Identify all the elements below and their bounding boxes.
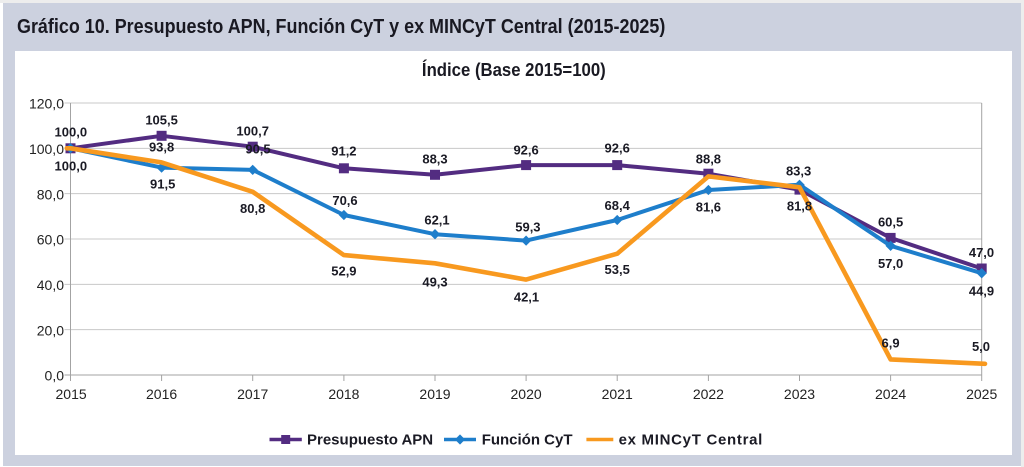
svg-text:91,5: 91,5 [150,177,175,192]
svg-text:42,1: 42,1 [514,290,539,305]
svg-text:80,8: 80,8 [240,201,265,216]
svg-text:2019: 2019 [419,386,450,402]
svg-text:53,5: 53,5 [605,262,630,277]
svg-text:100,0: 100,0 [29,141,64,157]
svg-text:40,0: 40,0 [37,277,64,293]
svg-text:100,0: 100,0 [55,125,88,140]
svg-text:92,6: 92,6 [605,141,630,156]
svg-text:2023: 2023 [784,386,815,402]
svg-text:2024: 2024 [875,386,906,402]
svg-text:81,6: 81,6 [696,200,721,215]
svg-text:83,3: 83,3 [786,164,811,179]
svg-text:91,2: 91,2 [331,144,356,159]
svg-text:47,0: 47,0 [969,245,994,260]
svg-text:Presupuesto APN: Presupuesto APN [307,432,433,449]
svg-text:80,0: 80,0 [37,186,64,202]
svg-text:92,6: 92,6 [513,143,538,158]
svg-text:6,9: 6,9 [882,336,900,351]
svg-text:20,0: 20,0 [37,322,64,338]
svg-text:59,3: 59,3 [515,220,540,235]
svg-text:2022: 2022 [693,386,724,402]
svg-text:5,0: 5,0 [972,339,990,354]
svg-text:120,0: 120,0 [29,96,64,112]
svg-text:90,5: 90,5 [245,142,270,157]
svg-text:44,9: 44,9 [969,284,994,299]
svg-text:2021: 2021 [602,386,633,402]
svg-text:2025: 2025 [966,386,997,402]
svg-text:0,0: 0,0 [45,368,65,384]
svg-text:88,3: 88,3 [422,152,447,167]
svg-text:60,5: 60,5 [878,215,903,230]
svg-text:52,9: 52,9 [331,264,356,279]
svg-text:2015: 2015 [56,386,87,402]
svg-text:2018: 2018 [328,386,359,402]
svg-text:105,5: 105,5 [145,113,178,128]
svg-text:2016: 2016 [146,386,177,402]
svg-text:Función CyT: Función CyT [482,432,573,449]
svg-text:70,6: 70,6 [332,193,357,208]
svg-text:88,8: 88,8 [696,152,721,167]
svg-text:49,3: 49,3 [422,275,447,290]
svg-text:81,8: 81,8 [787,199,812,214]
svg-text:2020: 2020 [511,386,542,402]
svg-text:68,4: 68,4 [605,198,631,213]
svg-text:62,1: 62,1 [424,213,449,228]
svg-text:ex MINCyT Central: ex MINCyT Central [619,432,763,449]
svg-text:100,7: 100,7 [236,124,269,139]
svg-text:60,0: 60,0 [37,232,64,248]
svg-text:100,0: 100,0 [55,159,88,174]
svg-text:93,8: 93,8 [149,140,174,155]
svg-text:57,0: 57,0 [878,256,903,271]
svg-text:2017: 2017 [237,386,268,402]
